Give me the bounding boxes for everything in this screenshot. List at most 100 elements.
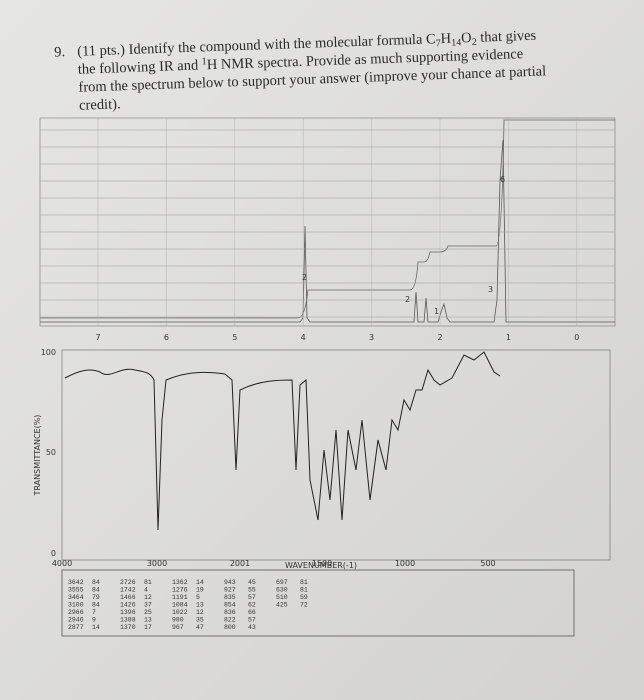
peak-percent: 66 [248,609,256,616]
peak-percent: 13 [144,617,152,624]
peak-percent: 59 [300,594,308,601]
peak-percent: 84 [92,587,100,594]
peak-percent: 72 [300,602,308,609]
peak-percent: 25 [144,609,152,616]
peak-wavenumber: 822 [224,617,236,624]
peak-percent: 81 [300,587,308,594]
nmr-axis-label: 4 [301,333,306,342]
peak-wavenumber: 1426 [120,602,136,609]
peak-wavenumber: 854 [224,602,236,609]
peak-wavenumber: 3555 [68,587,84,594]
peak-wavenumber: 1466 [120,594,136,601]
nmr-axis-label: 6 [164,333,169,342]
peak-percent: 79 [92,594,100,601]
integration-label: 3 [488,285,493,294]
ir-y-label: 0 [51,549,56,558]
superscript: 1 [202,56,207,67]
peak-wavenumber: 3642 [68,579,84,586]
ir-x-label: 1500 [312,559,332,568]
peak-percent: 13 [196,602,204,609]
peak-wavenumber: 2946 [68,617,84,624]
nmr-axis-label: 1 [506,333,511,342]
ir-frame [61,349,611,561]
peak-wavenumber: 800 [224,624,236,631]
peak-wavenumber: 927 [224,587,236,594]
peak-percent: 47 [196,624,204,631]
peak-percent: 5 [196,594,200,601]
peak-wavenumber: 1191 [172,594,188,601]
peak-wavenumber: 2877 [68,624,84,631]
peak-wavenumber: 1370 [120,624,136,631]
ir-y-label: 100 [41,348,56,357]
peak-wavenumber: 3464 [68,594,84,601]
peak-wavenumber: 835 [224,594,236,601]
ir-x-title: WAVENUMBER(-1) [285,561,357,570]
nmr-frame [39,117,616,327]
peak-percent: 4 [144,587,148,594]
subscript: 7 [436,38,441,49]
peak-wavenumber: 3100 [68,602,84,609]
text: H [440,31,452,47]
peak-percent: 14 [92,624,100,631]
peak-wavenumber: 1022 [172,609,188,616]
peak-wavenumber: 425 [276,602,288,609]
question-number: 9. [54,44,65,60]
subscript: 2 [472,37,477,48]
nmr-axis-label: 2 [437,333,442,342]
peak-wavenumber: 630 [276,587,288,594]
ir-x-label: 1000 [395,559,415,568]
peak-table-frame [61,569,575,637]
peak-percent: 81 [144,579,152,586]
peak-wavenumber: 2966 [68,609,84,616]
ir-y-title: TRANSMITTANCE(%) [33,415,42,497]
integration-label: 6 [500,175,505,184]
ir-x-label: 2001 [230,559,250,568]
peak-percent: 14 [196,579,204,586]
integration-label: 1 [434,307,439,316]
peak-percent: 19 [196,587,204,594]
peak-percent: 57 [248,594,256,601]
question-line: credit). [79,96,121,113]
integration-label: 2 [302,273,307,282]
peak-wavenumber: 943 [224,579,236,586]
peak-percent: 9 [92,617,96,624]
peak-wavenumber: 1276 [172,587,188,594]
peak-percent: 84 [92,602,100,609]
ir-y-label: 50 [46,448,56,457]
peak-percent: 12 [144,594,152,601]
peak-wavenumber: 1742 [120,587,136,594]
peak-wavenumber: 1388 [120,617,136,624]
peak-wavenumber: 836 [224,609,236,616]
integration-curve [40,119,615,319]
ir-x-label: 4000 [52,559,72,568]
nmr-axis-label: 0 [574,333,579,342]
peak-wavenumber: 1396 [120,609,136,616]
peak-percent: 57 [248,617,256,624]
nmr-spectrum: 7 6 5 4 3 2 1 0 2 2 1 3 6 [39,117,616,342]
peak-percent: 7 [92,609,96,616]
peak-wavenumber: 510 [276,594,288,601]
peak-wavenumber: 1362 [172,579,188,586]
ir-trace [64,351,501,531]
integration-label: 2 [405,295,410,304]
peak-percent: 12 [196,609,204,616]
subscript: 14 [451,37,461,48]
peak-percent: 43 [248,624,256,631]
nmr-peaks [40,139,615,323]
text: the following IR and [78,57,203,77]
nmr-axis-label: 7 [95,333,100,342]
nmr-axis-label: 5 [232,333,237,342]
peak-percent: 35 [196,617,204,624]
peak-wavenumber: 967 [172,624,184,631]
peak-percent: 84 [92,579,100,586]
question: 9. (11 pts.) Identify the compound with … [54,28,546,114]
ir-x-label: 500 [480,559,495,568]
peak-percent: 45 [248,579,256,586]
peak-wavenumber: 980 [172,617,184,624]
peak-wavenumber: 2726 [120,579,136,586]
peak-percent: 17 [144,624,152,631]
peak-wavenumber: 1084 [172,602,188,609]
